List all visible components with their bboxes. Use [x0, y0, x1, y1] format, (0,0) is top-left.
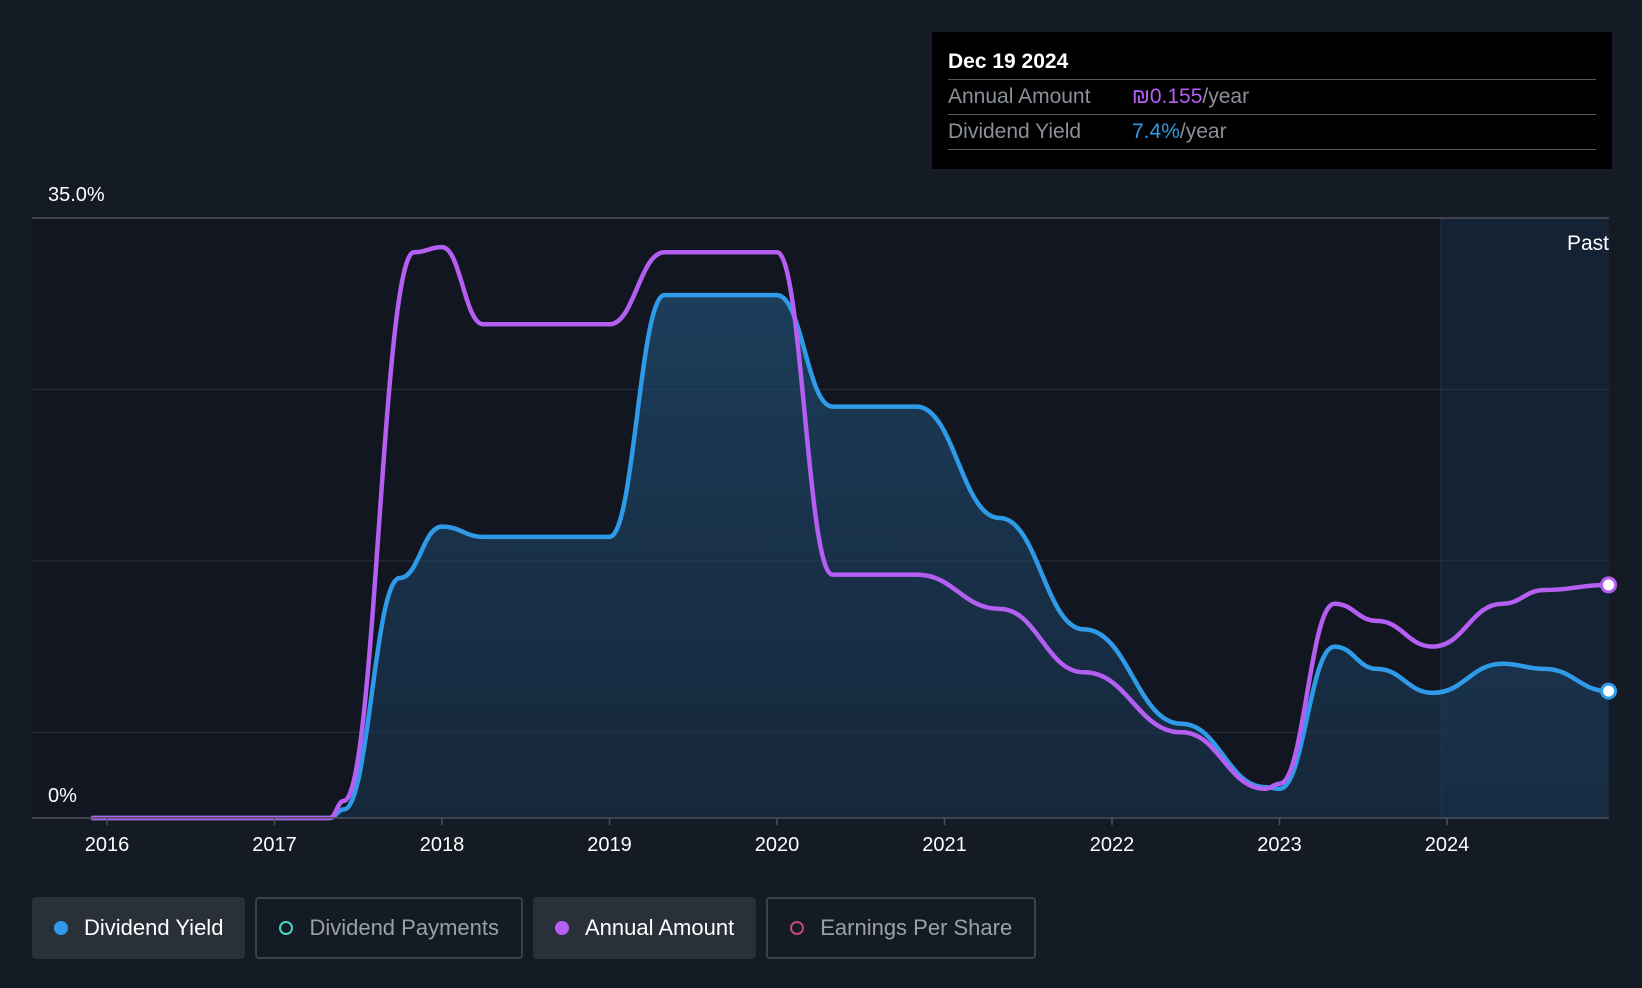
y-tick-label-bottom: 0% — [48, 785, 77, 807]
past-label: Past — [1567, 232, 1609, 255]
annual-amount-end-point — [1600, 576, 1618, 594]
x-tick-label: 2020 — [755, 834, 800, 856]
x-tick-label: 2023 — [1257, 834, 1302, 856]
legend-dot-icon — [54, 921, 68, 935]
tooltip-row-annual-amount: Annual Amount ₪0.155 /year — [948, 79, 1596, 114]
dividend-yield-area — [92, 295, 1609, 818]
tooltip-unit: /year — [1202, 85, 1250, 108]
x-tick-label: 2016 — [85, 834, 130, 856]
tooltip-annual-amount-value: ₪0.155 — [1132, 85, 1203, 108]
legend-label: Annual Amount — [584, 915, 735, 940]
tooltip-unit: /year — [1179, 120, 1227, 143]
legend-label: Dividend Yield — [84, 915, 224, 940]
tooltip-label: Annual Amount — [948, 85, 1091, 108]
legend-item-dividend-yield[interactable]: Dividend Yield — [32, 897, 246, 959]
legend-ring-icon — [279, 921, 294, 935]
series-layer — [90, 244, 1618, 821]
legend-ring-icon — [790, 921, 805, 935]
dividend-yield-end-point — [1600, 682, 1618, 700]
annual-amount-line — [90, 244, 1611, 821]
x-tick-label: 2019 — [587, 834, 632, 856]
y-tick-label-top: 35.0% — [48, 184, 105, 206]
x-tick-label: 2024 — [1425, 834, 1470, 856]
x-tick-label: 2022 — [1090, 834, 1135, 856]
tooltip-row-dividend-yield: Dividend Yield 7.4% /year — [948, 114, 1596, 150]
dividend-yield-line — [90, 292, 1611, 821]
legend-item-earnings-per-share[interactable]: Earnings Per Share — [766, 897, 1037, 959]
legend-item-annual-amount[interactable]: Annual Amount — [532, 897, 757, 959]
tooltip-date: Dec 19 2024 — [948, 50, 1069, 73]
axis-layer: 2016 2017 2018 2019 2020 2021 2022 2023 2024 — [32, 817, 1609, 856]
x-tick-label: 2018 — [420, 834, 465, 856]
legend-label: Dividend Payments — [309, 915, 499, 940]
tooltip-label: Dividend Yield — [948, 120, 1082, 143]
tooltip: Dec 19 2024 Annual Amount ₪0.155 /year D… — [932, 32, 1612, 169]
legend-dot-icon — [554, 921, 569, 935]
legend: Dividend Yield Dividend Payments Annual … — [32, 897, 1037, 959]
legend-label: Earnings Per Share — [820, 915, 1013, 940]
tooltip-dividend-yield-value: 7.4% — [1132, 120, 1180, 143]
x-tick-label: 2021 — [922, 834, 967, 856]
legend-item-dividend-payments[interactable]: Dividend Payments — [255, 897, 523, 959]
x-tick-label: 2017 — [252, 834, 297, 856]
